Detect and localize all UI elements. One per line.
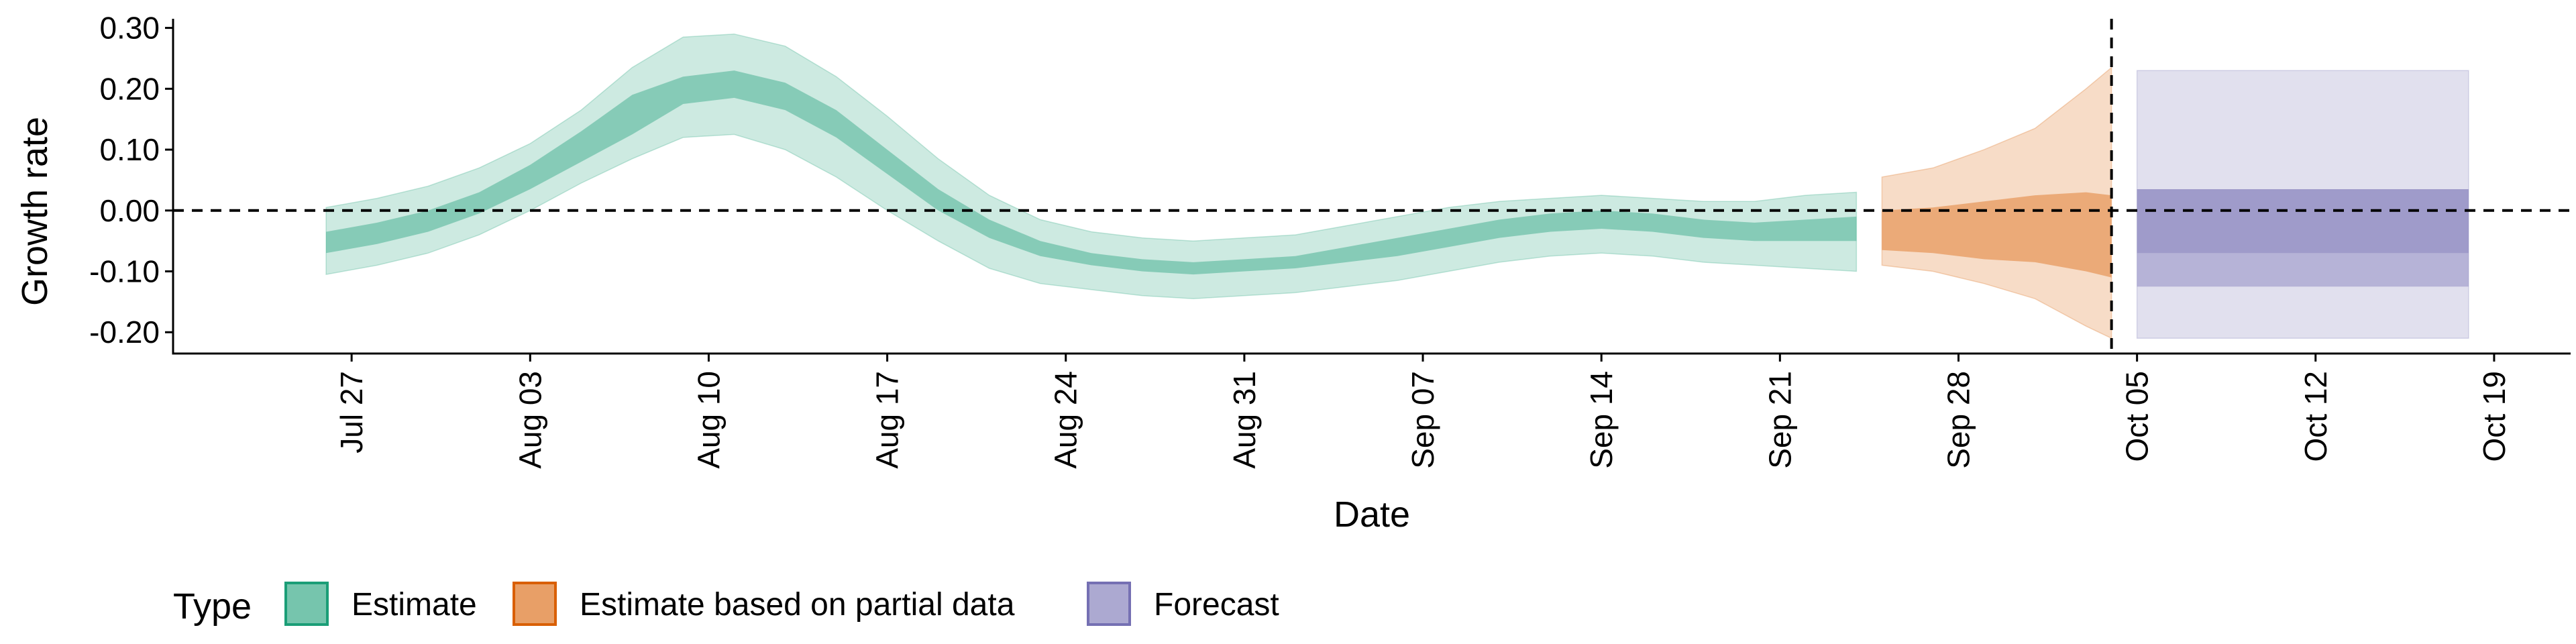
x-tick-label: Oct 12 — [2298, 371, 2333, 462]
y-tick-label: -0.20 — [89, 315, 160, 350]
x-tick-label: Aug 03 — [513, 371, 547, 469]
legend: Type Estimate Estimate based on partial d… — [173, 582, 1279, 627]
legend-item: Estimate based on partial data — [513, 582, 1015, 626]
legend-key — [513, 582, 557, 626]
legend-title: Type — [173, 586, 252, 627]
legend-label: Estimate — [352, 587, 477, 623]
x-tick-label: Oct 19 — [2477, 371, 2512, 462]
y-axis-ticks: 0.30 0.20 0.10 0.00 -0.10 -0.20 — [89, 11, 173, 350]
x-tick-label: Sep 21 — [1762, 371, 1797, 469]
legend-label: Forecast — [1154, 587, 1279, 623]
legend-items: Estimate Estimate based on partial data Fo… — [284, 582, 1279, 626]
axes — [172, 19, 2571, 355]
legend-key — [1087, 582, 1131, 626]
series-estimate — [325, 33, 1858, 300]
x-axis-title: Date — [1334, 494, 1410, 535]
y-tick-label: 0.10 — [99, 132, 160, 167]
y-axis-title: Growth rate — [15, 117, 55, 306]
y-tick-label: -0.10 — [89, 254, 160, 289]
x-tick-label: Sep 07 — [1405, 371, 1440, 469]
series-forecast — [2136, 70, 2469, 339]
y-tick-label: 0.20 — [99, 71, 160, 106]
x-tick-label: Oct 05 — [2120, 371, 2155, 462]
x-tick-label: Aug 24 — [1049, 371, 1083, 469]
x-tick-label: Jul 27 — [334, 371, 369, 453]
x-axis-ticks: Jul 27 Aug 03 Aug 10 Aug 17 Aug 24 Aug 31 Sep … — [334, 354, 2512, 469]
inner-interval-band — [1882, 192, 2112, 278]
legend-item: Estimate — [284, 582, 477, 626]
x-tick-label: Sep 28 — [1941, 371, 1976, 469]
series-estimate-based-on-partial-data — [1881, 66, 2112, 339]
reference-lines — [173, 19, 2571, 354]
legend-item: Forecast — [1087, 582, 1279, 626]
x-tick-label: Aug 10 — [691, 371, 726, 469]
inner-interval-band — [2137, 189, 2469, 287]
x-tick-label: Sep 14 — [1584, 371, 1619, 469]
core-interval-band — [2137, 189, 2469, 254]
legend-label: Estimate based on partial data — [580, 587, 1015, 623]
y-tick-label: 0.30 — [99, 11, 160, 46]
series-bands — [325, 33, 2469, 339]
x-tick-label: Aug 31 — [1227, 371, 1262, 469]
outer-interval-band — [2136, 70, 2469, 339]
legend-key — [284, 582, 329, 626]
x-tick-label: Aug 17 — [870, 371, 905, 469]
y-tick-label: 0.00 — [99, 193, 160, 228]
outer-interval-band — [325, 33, 1858, 300]
